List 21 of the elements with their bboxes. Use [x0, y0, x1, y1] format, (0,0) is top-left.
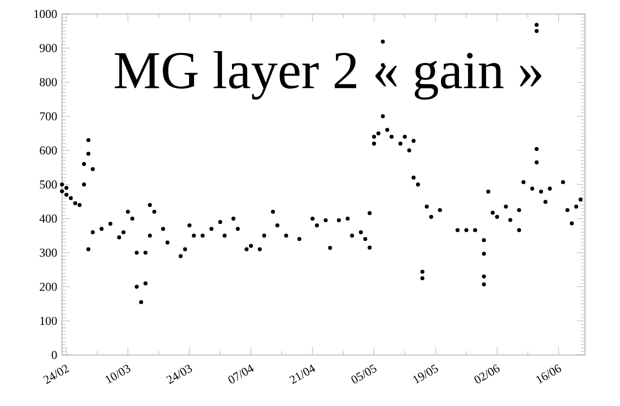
- x-tick-label: 24/02: [43, 364, 70, 384]
- y-tick-label: 500: [40, 180, 57, 189]
- y-tick-label: 300: [40, 248, 57, 257]
- x-tick-label: 10/03: [105, 364, 130, 384]
- x-tick-label: 07/04: [228, 364, 254, 384]
- y-tick-label: 1000: [34, 10, 57, 18]
- y-tick-label: 800: [40, 78, 57, 86]
- y-tick-label: 100: [40, 316, 57, 325]
- x-tick-label: 16/06: [536, 364, 562, 384]
- x-tick-label: 21/04: [289, 364, 316, 384]
- y-tick-label: 0: [52, 350, 57, 360]
- x-tick-label: 02/06: [474, 364, 500, 384]
- y-tick-label: 600: [40, 146, 57, 154]
- y-tick-label: 900: [40, 44, 57, 52]
- x-tick-label: 05/05: [351, 364, 376, 384]
- text: MG layer 2 « gain »: [114, 51, 542, 100]
- x-tick-label: 24/03: [166, 364, 192, 384]
- y-tick-label: 700: [40, 112, 57, 120]
- y-tick-label: 400: [40, 214, 57, 223]
- x-tick-label: 19/05: [413, 364, 438, 384]
- y-tick-label: 200: [40, 282, 57, 291]
